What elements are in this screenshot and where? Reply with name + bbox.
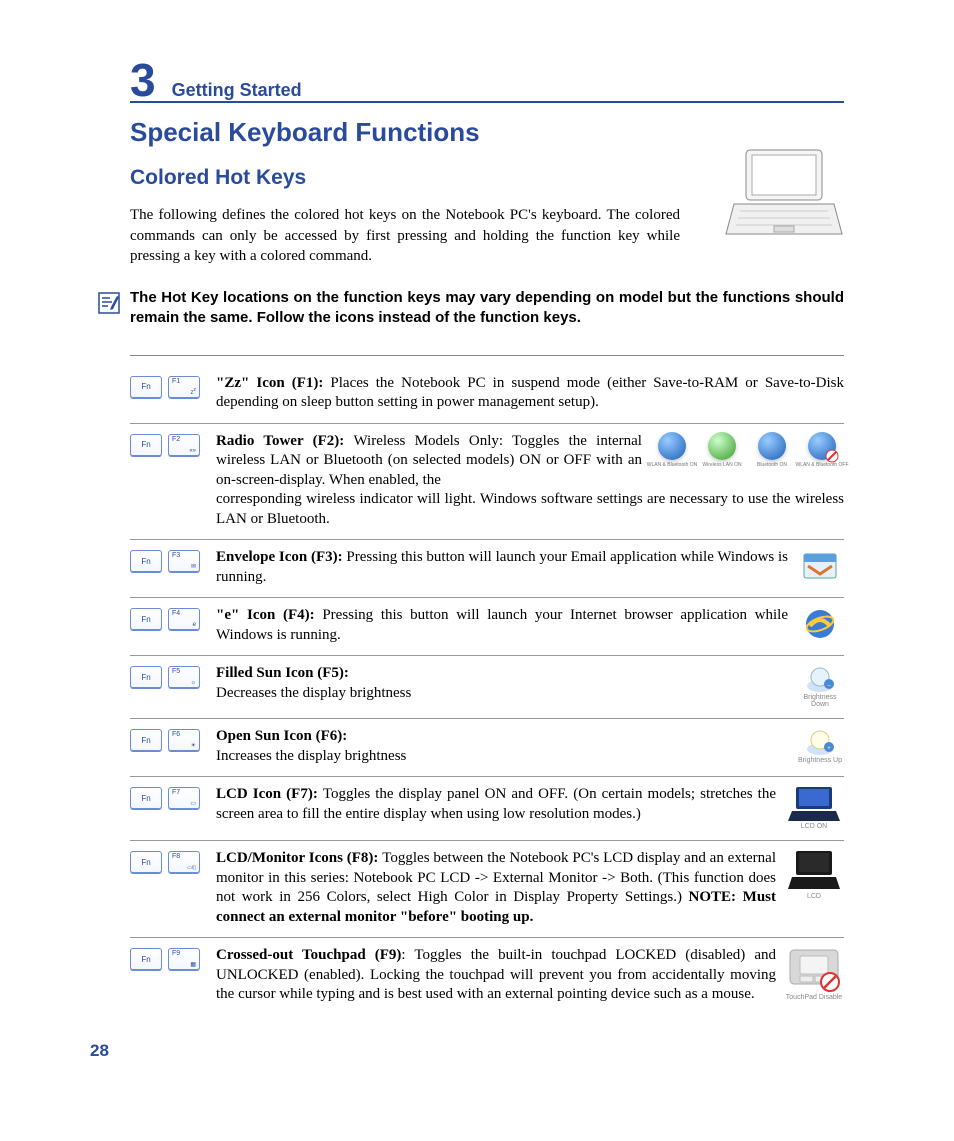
f5-key-icon: F5☼ <box>168 666 200 688</box>
hotkey-desc: Envelope Icon (F3): Pressing this button… <box>216 548 788 587</box>
fn-key-icon: Fn <box>130 376 162 398</box>
hotkey-row-f1: Fn F1zz "Zz" Icon (F1): Places the Noteb… <box>130 366 844 424</box>
svg-text:–: – <box>826 681 831 689</box>
hotkey-desc: LCD/Monitor Icons (F8): Toggles between … <box>216 849 776 927</box>
hotkey-row-f6: Fn F6☀ Open Sun Icon (F6): Increases the… <box>130 719 844 777</box>
fn-key-icon: Fn <box>130 434 162 456</box>
hotkey-desc: "Zz" Icon (F1): Places the Notebook PC i… <box>216 374 844 413</box>
hotkey-row-f5: Fn F5☼ Filled Sun Icon (F5): Decreases t… <box>130 656 844 719</box>
f2-key-icon: F2«» <box>168 434 200 456</box>
mail-icon <box>796 548 844 584</box>
f6-key-icon: F6☀ <box>168 729 200 751</box>
fn-key-icon: Fn <box>130 550 162 572</box>
hotkey-row-f2: Fn F2«» Radio Tower (F2): Wireless Model… <box>130 424 844 541</box>
touchpad-disable-icon: TouchPad Disable <box>784 946 844 1001</box>
f7-key-icon: F7▭ <box>168 787 200 809</box>
hotkey-row-f7: Fn F7▭ LCD Icon (F7): Toggles the displa… <box>130 777 844 841</box>
divider <box>130 355 844 356</box>
hotkey-row-f4: Fn F4e "e" Icon (F4): Pressing this butt… <box>130 598 844 656</box>
f4-key-icon: F4e <box>168 608 200 630</box>
f3-key-icon: F3✉ <box>168 550 200 572</box>
laptop-illustration <box>724 146 844 241</box>
hotkey-desc: LCD Icon (F7): Toggles the display panel… <box>216 785 776 824</box>
chapter-number: 3 <box>130 60 156 101</box>
ie-icon <box>796 606 844 642</box>
f1-key-icon: F1zz <box>168 376 200 398</box>
hotkey-desc: "e" Icon (F4): Pressing this button will… <box>216 606 788 645</box>
lcd-on-icon: LCD ON <box>784 785 844 830</box>
hotkey-desc: Crossed-out Touchpad (F9): Toggles the b… <box>216 946 776 1005</box>
fn-key-icon: Fn <box>130 729 162 751</box>
lcd-monitor-icon: LCD <box>784 849 844 900</box>
hotkey-desc: Filled Sun Icon (F5): Decreases the disp… <box>216 664 788 703</box>
fn-key-icon: Fn <box>130 948 162 970</box>
hotkey-row-f3: Fn F3✉ Envelope Icon (F3): Pressing this… <box>130 540 844 598</box>
brightness-up-icon: + Brightness Up <box>796 727 844 764</box>
intro-paragraph: The following defines the colored hot ke… <box>130 205 680 266</box>
fn-key-icon: Fn <box>130 666 162 688</box>
chapter-header: 3 Getting Started <box>130 60 844 103</box>
page-number: 28 <box>90 1041 109 1061</box>
fn-key-icon: Fn <box>130 787 162 809</box>
svg-text:+: + <box>827 744 831 752</box>
hotkey-desc: Radio Tower (F2): Wireless Models Only: … <box>216 432 844 530</box>
hotkey-row-f9: Fn F9▦ Crossed-out Touchpad (F9): Toggle… <box>130 938 844 1015</box>
page-heading: Special Keyboard Functions <box>130 117 844 148</box>
note-icon <box>96 290 122 316</box>
f8-key-icon: F8▭/▯ <box>168 851 200 873</box>
wireless-status-icons: WLAN & Bluetooth ON Wireless LAN ON Blue… <box>650 432 844 491</box>
f9-key-icon: F9▦ <box>168 948 200 970</box>
manual-page: 3 Getting Started Special Keyboard Funct… <box>0 0 954 1141</box>
chapter-title: Getting Started <box>172 80 302 101</box>
note-text: The Hot Key locations on the function ke… <box>130 288 844 329</box>
brightness-down-icon: – Brightness Down <box>796 664 844 708</box>
hotkey-row-f8: Fn F8▭/▯ LCD/Monitor Icons (F8): Toggles… <box>130 841 844 938</box>
fn-key-icon: Fn <box>130 608 162 630</box>
hotkey-desc: Open Sun Icon (F6): Increases the displa… <box>216 727 788 766</box>
fn-key-icon: Fn <box>130 851 162 873</box>
note-callout: The Hot Key locations on the function ke… <box>96 288 844 329</box>
